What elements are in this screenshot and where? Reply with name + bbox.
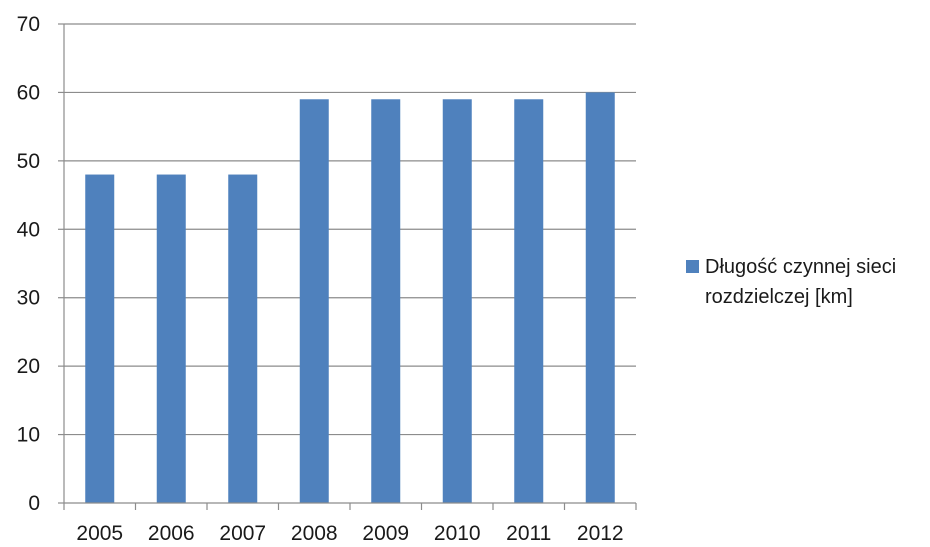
y-tick-label: 60 — [17, 81, 40, 104]
bar — [156, 174, 186, 504]
legend-label: Długość czynnej sieci rozdzielczej [km] — [705, 256, 897, 308]
y-tick-label: 30 — [17, 287, 40, 310]
x-tick-label: 2007 — [219, 522, 266, 545]
x-tick-label: 2011 — [506, 522, 551, 545]
y-tick-label: 0 — [28, 492, 40, 515]
legend: Długość czynnej sieci rozdzielczej [km] — [686, 252, 922, 312]
bar — [514, 99, 544, 504]
bar — [85, 174, 115, 504]
bar — [299, 99, 329, 504]
y-tick-label: 10 — [17, 424, 40, 447]
y-tick-label: 50 — [17, 150, 40, 173]
bar — [228, 174, 258, 504]
x-tick-label: 2010 — [434, 522, 481, 545]
x-tick-label: 2006 — [148, 522, 195, 545]
y-tick-label: 40 — [17, 218, 40, 241]
y-tick-label: 70 — [17, 13, 40, 36]
x-tick-label: 2012 — [577, 522, 624, 545]
x-tick-label: 2009 — [362, 522, 409, 545]
x-tick-label: 2008 — [291, 522, 338, 545]
y-tick-label: 20 — [17, 355, 40, 378]
legend-swatch — [686, 260, 699, 273]
bar — [442, 99, 472, 504]
bar — [371, 99, 401, 504]
x-tick-label: 2005 — [76, 522, 123, 545]
bar — [585, 92, 615, 503]
